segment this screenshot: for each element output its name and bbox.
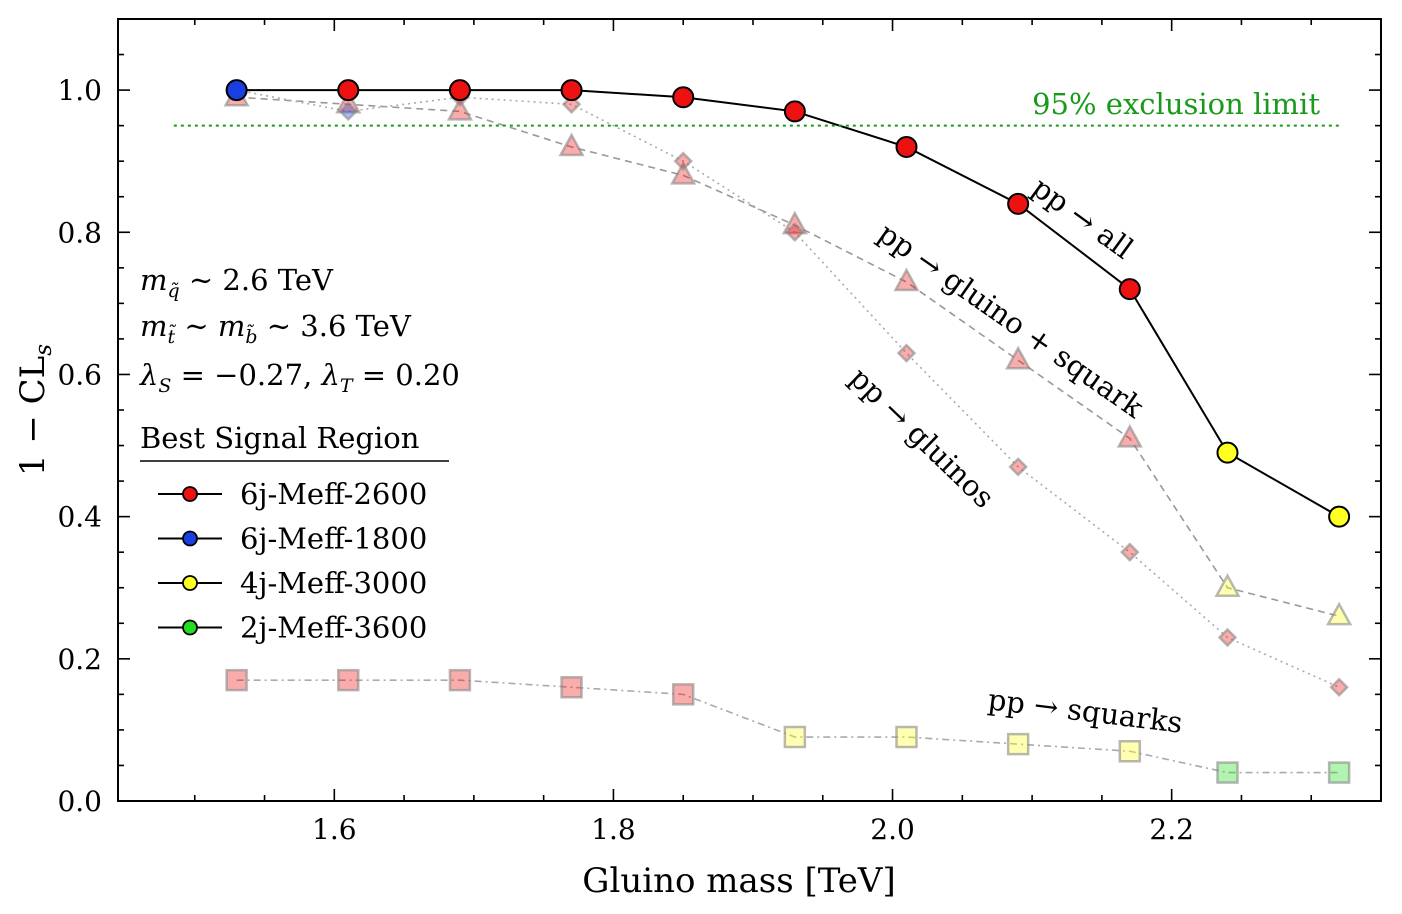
data-point-pp-gluino-squark	[558, 132, 585, 157]
data-point-pp-gluinos	[1329, 677, 1349, 698]
plot-frame	[117, 18, 1382, 802]
data-point-pp-all	[672, 86, 695, 109]
data-point-pp-all	[337, 79, 360, 102]
data-point-pp-squarks	[1006, 732, 1030, 756]
data-point-pp-all	[783, 100, 806, 123]
label-pp-gluinos: pp → gluinos	[843, 361, 1001, 515]
param-lambda-s-subscript: S	[158, 375, 171, 397]
y-tick-label: 0.2	[57, 643, 102, 676]
param-m-stop-symbol: m	[140, 309, 168, 343]
data-point-pp-squarks	[225, 668, 248, 692]
markers-layer	[223, 79, 1353, 784]
param-lambda-s-symbol: λ	[139, 358, 158, 392]
param-lambda-t-value: = 0.20	[353, 358, 460, 392]
svg-text:λS = −0.27, λT = 0.20: λS = −0.27, λT = 0.20	[139, 358, 460, 397]
y-tick-label: 0.8	[57, 216, 102, 249]
y-tick-label: 0.4	[57, 501, 102, 534]
data-point-pp-gluino-squark	[446, 96, 474, 121]
curve-labels: pp → all pp → gluino + squark pp → gluin…	[843, 170, 1184, 740]
y-tick-label: 1.0	[57, 74, 102, 107]
data-point-pp-gluinos	[673, 151, 693, 171]
x-tick-label: 2.0	[870, 813, 915, 846]
param-m-squark-symbol: m	[140, 263, 168, 297]
data-point-pp-gluino-squark	[1116, 423, 1143, 448]
param-m-sbottom-subscript: b̃	[245, 325, 257, 348]
data-point-pp-gluino-squark	[1326, 601, 1353, 626]
data-point-pp-all	[1007, 192, 1030, 215]
legend-marker	[182, 530, 198, 547]
data-point-pp-gluino-squark	[1005, 345, 1032, 370]
data-point-pp-gluino-squark	[1214, 573, 1241, 597]
param-m-squark-subscript: q̃	[168, 280, 180, 302]
parameter-box: mq̃ ∼ 2.6 TeV mt̃ ∼ mb̃ ∼ 3.6 TeV λS = −…	[139, 263, 460, 397]
y-axis-label: 1 − CLs	[13, 344, 57, 476]
data-point-pp-squarks	[448, 668, 472, 692]
x-tick-label: 2.2	[1149, 813, 1194, 846]
data-point-pp-all	[895, 135, 918, 158]
data-point-pp-squarks	[337, 668, 360, 692]
data-point-pp-all	[560, 79, 583, 102]
exclusion-limit-label: 95% exclusion limit	[1032, 87, 1320, 121]
data-point-pp-gluino-squark	[670, 160, 697, 185]
data-point-pp-gluinos	[1217, 627, 1238, 648]
legend-label: 6j-Meff-2600	[240, 477, 427, 511]
data-point-pp-gluino-squark	[893, 267, 920, 292]
label-pp-all: pp → all	[1026, 170, 1140, 266]
data-point-pp-all	[1216, 441, 1239, 464]
series-line-pp-squarks	[236, 679, 1340, 774]
legend-marker	[182, 575, 198, 591]
param-lambda-s-value: = −0.27,	[171, 358, 321, 392]
legend-marker	[182, 619, 198, 636]
param-m-squark-value: ∼ 2.6 TeV	[180, 263, 334, 297]
x-axis-label: Gluino mass [TeV]	[582, 861, 895, 901]
data-point-pp-squarks	[671, 683, 695, 706]
legend-entries: 6j-Meff-2600 6j-Meff-1800 4j-Meff-3000 2j-M…	[158, 477, 427, 645]
data-point-pp-gluinos	[338, 101, 359, 122]
svg-text:mq̃ ∼ 2.6 TeV: mq̃ ∼ 2.6 TeV	[140, 263, 334, 302]
y-axis-label-main: 1 − CL	[13, 356, 53, 476]
data-point-pp-all	[1328, 505, 1351, 528]
data-point-pp-squarks	[783, 725, 807, 749]
param-m-stop-subscript: t̃	[168, 325, 177, 348]
data-point-pp-all	[1118, 278, 1141, 301]
data-point-pp-gluinos	[1008, 457, 1028, 477]
data-point-pp-gluinos	[785, 222, 805, 243]
y-tick-label: 0.0	[57, 785, 102, 818]
svg-text:1 − CLs: 1 − CLs	[13, 344, 57, 476]
data-point-pp-gluinos	[1120, 542, 1140, 562]
data-point-pp-squarks	[1118, 739, 1142, 763]
data-point-pp-all	[225, 79, 248, 102]
data-point-pp-gluinos	[896, 343, 917, 363]
legend-label: 2j-Meff-3600	[240, 611, 427, 645]
legend-marker	[182, 486, 198, 502]
legend: Best Signal Region 6j-Meff-2600 6j-Meff-1…	[140, 421, 449, 645]
legend-label: 6j-Meff-1800	[240, 522, 427, 556]
param-sim: ∼	[175, 309, 218, 343]
y-axis-label-sub: s	[31, 344, 57, 356]
y-tick-label: 0.6	[57, 358, 102, 391]
legend-label: 4j-Meff-3000	[240, 566, 427, 600]
ticks-layer: 1.6 1.8 2.0 2.2 0.0 0.2 0.4 0.6 0.8 1.0	[57, 19, 1381, 846]
data-point-pp-squarks	[895, 725, 918, 749]
param-m-sbottom-symbol: m	[218, 309, 246, 343]
x-tick-label: 1.8	[591, 813, 636, 846]
x-tick-label: 1.6	[312, 813, 357, 846]
legend-title: Best Signal Region	[140, 421, 419, 455]
svg-text:mt̃ ∼ mb̃ ∼ 3.6 TeV: mt̃ ∼ mb̃ ∼ 3.6 TeV	[140, 309, 412, 348]
param-lambda-t-symbol: λ	[320, 358, 339, 392]
label-pp-squarks: pp → squarks	[986, 682, 1184, 740]
data-point-pp-squarks	[560, 676, 583, 699]
data-point-pp-all	[448, 79, 471, 102]
param-m-stop-value: ∼ 3.6 TeV	[258, 309, 412, 343]
param-lambda-t-subscript: T	[340, 375, 354, 397]
data-point-pp-squarks	[1216, 761, 1239, 784]
data-point-pp-squarks	[1327, 761, 1351, 784]
